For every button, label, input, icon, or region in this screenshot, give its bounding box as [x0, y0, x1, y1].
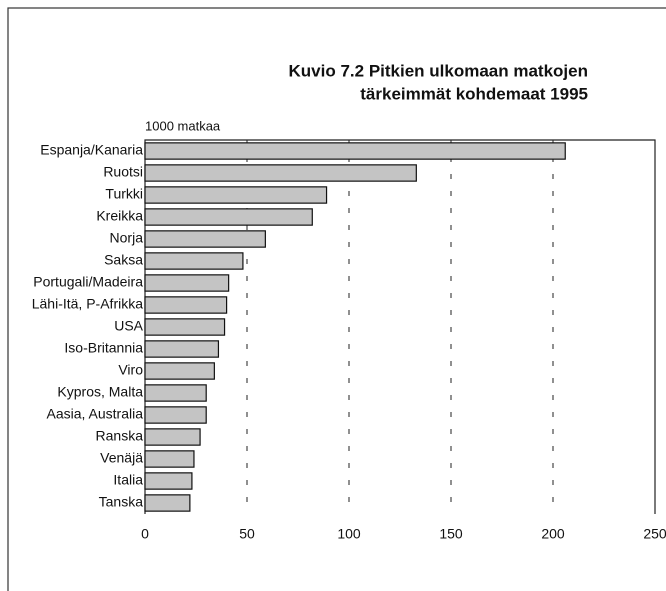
y-tick-label: Norja	[110, 230, 144, 246]
bar	[144, 472, 193, 490]
bar	[144, 406, 207, 424]
y-tick-label: Viro	[118, 362, 143, 378]
bar	[144, 362, 215, 380]
x-tick-label: 200	[541, 526, 565, 542]
y-tick-label: Ruotsi	[103, 164, 143, 180]
y-tick-label: Saksa	[104, 252, 143, 268]
bar	[144, 186, 328, 204]
bar	[144, 274, 230, 292]
x-tick-label: 150	[439, 526, 463, 542]
y-tick-label: Italia	[113, 472, 143, 488]
y-tick-label: Lähi-Itä, P-Afrikka	[32, 296, 143, 312]
y-tick-label: Iso-Britannia	[64, 340, 143, 356]
bar	[144, 318, 226, 336]
y-tick-label: Aasia, Australia	[47, 406, 144, 422]
y-tick-label: USA	[114, 318, 143, 334]
bar	[144, 208, 313, 226]
y-tick-label: Ranska	[96, 428, 144, 444]
bar	[144, 494, 191, 512]
x-tick-label: 50	[239, 526, 255, 542]
bar	[144, 252, 244, 270]
y-tick-label: Espanja/Kanaria	[40, 142, 143, 158]
y-tick-label: Portugali/Madeira	[33, 274, 143, 290]
x-tick-label: 100	[337, 526, 361, 542]
bar	[144, 384, 207, 402]
y-tick-label: Kypros, Malta	[57, 384, 143, 400]
y-tick-label: Kreikka	[96, 208, 143, 224]
bar	[144, 450, 195, 468]
bar	[144, 428, 201, 446]
bar	[144, 230, 266, 248]
x-tick-label: 250	[643, 526, 666, 542]
x-tick-label: 0	[141, 526, 149, 542]
chart-title: tärkeimmät kohdemaat 1995	[360, 84, 588, 103]
bar	[144, 142, 566, 160]
y-tick-label: Venäjä	[100, 450, 143, 466]
bar	[144, 164, 417, 182]
axis-label: 1000 matkaa	[145, 118, 221, 133]
bar	[144, 340, 220, 358]
bar	[144, 296, 228, 314]
chart-title: Kuvio 7.2 Pitkien ulkomaan matkojen	[289, 61, 588, 80]
y-tick-label: Tanska	[99, 494, 144, 510]
page-border	[7, 7, 666, 591]
y-tick-label: Turkki	[105, 186, 143, 202]
